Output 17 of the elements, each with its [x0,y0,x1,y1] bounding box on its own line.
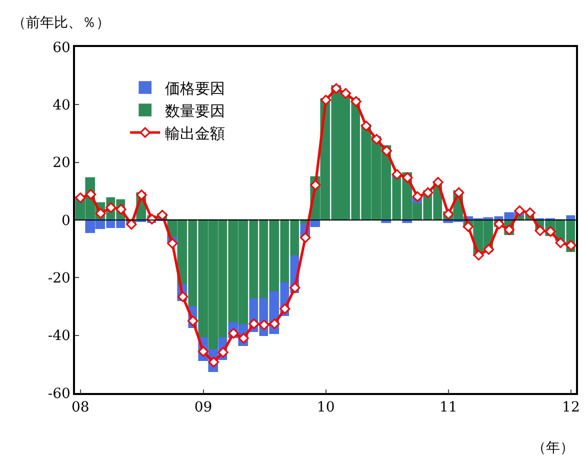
legend-label: 輸出金額 [165,124,226,142]
y-tick-label: -60 [48,386,70,402]
x-tick-label: 09 [194,400,212,416]
y-tick-label: 20 [52,155,70,172]
legend-label: 数量要因 [165,102,226,120]
y-tick-label: -20 [48,270,70,287]
y-axis-title: （前年比、％） [12,15,110,31]
y-tick-label: -40 [48,328,70,344]
x-tick-label: 10 [316,400,335,416]
y-tick-label: 60 [52,40,70,56]
x-axis-title: （年） [532,440,574,456]
x-tick-label: 11 [439,400,458,416]
y-tick-label: 40 [52,98,70,114]
x-tick-label: 08 [71,400,90,416]
legend-label: 価格要因 [165,79,226,98]
x-tick-label: 12 [562,400,580,416]
y-tick-label: 0 [62,212,70,229]
